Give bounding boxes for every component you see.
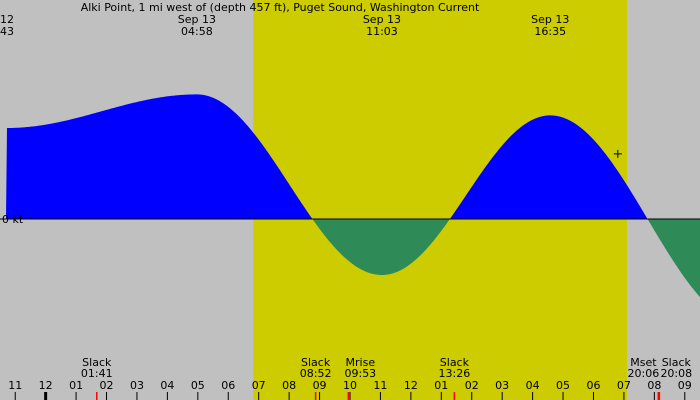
event-time: 09:53	[344, 367, 376, 380]
hour-tick-label: 05	[191, 379, 205, 392]
event-time: 20:08	[660, 367, 692, 380]
flood-area	[0, 94, 313, 219]
hour-tick-label: 04	[160, 379, 174, 392]
hour-tick-label: 11	[373, 379, 387, 392]
ebb-area	[647, 219, 700, 298]
hour-tick-label: 09	[313, 379, 327, 392]
hour-tick-label: 06	[221, 379, 235, 392]
extreme-date: Sep 13	[531, 13, 569, 26]
hour-tick-label: 12	[404, 379, 418, 392]
hour-tick-label: 02	[100, 379, 114, 392]
current-marker	[613, 149, 622, 158]
hour-tick-label: 08	[647, 379, 661, 392]
hour-tick-label: 04	[526, 379, 540, 392]
hour-tick-label: 06	[586, 379, 600, 392]
event-time: 20:06	[628, 367, 660, 380]
ebb-area	[312, 219, 450, 275]
hour-tick-label: 11	[8, 379, 22, 392]
event-labels: Slack01:41Slack08:52Mrise09:53Slack13:26…	[81, 356, 692, 380]
extreme-date: Sep 13	[178, 13, 216, 26]
hour-tick-label: 08	[282, 379, 296, 392]
extreme-time: 04:58	[181, 25, 213, 38]
extreme-time: 43	[0, 25, 14, 38]
event-name: Mrise	[346, 356, 376, 369]
hour-tick-label: 07	[617, 379, 631, 392]
event-name: Slack	[301, 356, 331, 369]
zero-label: 0 kt	[2, 213, 24, 226]
hour-tick-label: 09	[678, 379, 692, 392]
hour-tick-label: 12	[39, 379, 53, 392]
event-time: 08:52	[300, 367, 332, 380]
flood-area	[449, 115, 648, 219]
extreme-date: Sep 13	[363, 13, 401, 26]
hour-tick-label: 03	[130, 379, 144, 392]
event-name: Mset	[630, 356, 657, 369]
event-name: Slack	[82, 356, 112, 369]
chart-title: Alki Point, 1 mi west of (depth 457 ft),…	[81, 1, 480, 14]
hour-tick-label: 01	[434, 379, 448, 392]
hour-tick-label: 01	[69, 379, 83, 392]
hour-tick-label: 07	[252, 379, 266, 392]
event-time: 01:41	[81, 367, 113, 380]
event-name: Slack	[662, 356, 692, 369]
extreme-time: 11:03	[366, 25, 398, 38]
hour-tick-label: 02	[465, 379, 479, 392]
event-time: 13:26	[439, 367, 471, 380]
event-name: Slack	[440, 356, 470, 369]
hour-tick-label: 03	[495, 379, 509, 392]
hour-tick-label: 05	[556, 379, 570, 392]
hour-tick-label: 10	[343, 379, 357, 392]
extreme-date: 12	[0, 13, 14, 26]
extreme-time: 16:35	[534, 25, 566, 38]
current-areas	[0, 94, 700, 298]
hour-ticks: 11 12 01 02 03 04 05 06 07 08 09 10 11 12 01 02 03 04 05 06…	[8, 379, 692, 400]
